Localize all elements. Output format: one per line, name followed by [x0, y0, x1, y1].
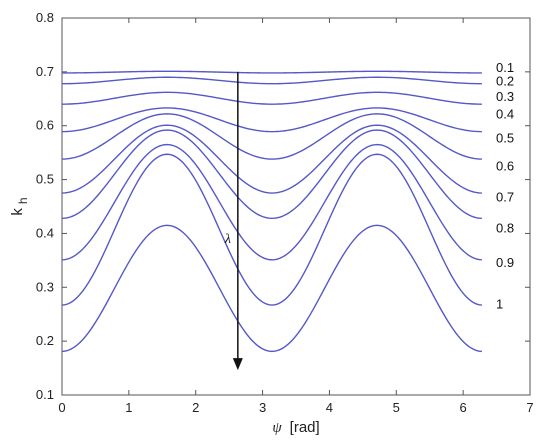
- series-line-0-5: [61, 113, 482, 160]
- y-tick-label: 0.1: [36, 387, 54, 402]
- y-tick-label: 0.2: [36, 333, 54, 348]
- series-label: 0.7: [496, 189, 514, 204]
- lambda-arrow-head: [232, 358, 243, 371]
- x-axis-label: ψ [rad]: [272, 419, 319, 436]
- y-tick-label: 0.8: [36, 10, 54, 25]
- tick-labels: 0 1 2 3 4 5 6 70.10.20.30.40.50.60.70.8: [36, 10, 534, 415]
- series-line-0-1: [62, 70, 482, 74]
- series-label: 0.4: [496, 106, 514, 121]
- series-line-0-4: [61, 107, 482, 133]
- y-tick-label: 0.4: [36, 225, 54, 240]
- series-group: [61, 70, 482, 353]
- x-tick-label: 1: [125, 400, 132, 415]
- series-label: 0.9: [496, 255, 514, 270]
- series-line-0-2: [61, 76, 482, 85]
- series-line-0-8: [61, 143, 482, 261]
- y-axis-main: k: [9, 208, 26, 216]
- x-tick-label: 0: [58, 400, 65, 415]
- y-tick-label: 0.5: [36, 172, 54, 187]
- x-axis-symbol: ψ: [272, 420, 282, 436]
- x-axis-unit: [rad]: [290, 419, 320, 436]
- x-tick-label: 7: [526, 400, 533, 415]
- x-tick-label: 5: [393, 400, 400, 415]
- series-line-0-3: [61, 91, 482, 105]
- series-label: 0.1: [496, 60, 514, 75]
- series-line-0-6: [61, 124, 482, 194]
- series-line-1: [61, 224, 482, 353]
- lambda-annotation: λ: [224, 71, 243, 371]
- series-label: 0.2: [496, 74, 514, 89]
- x-tick-label: 3: [259, 400, 266, 415]
- series-label: 0.3: [496, 89, 514, 104]
- series-line-0-7: [61, 129, 482, 220]
- plot-frame: [61, 17, 531, 396]
- series-label: 0.8: [496, 221, 514, 236]
- series-line-0-9: [61, 153, 482, 306]
- y-tick-label: 0.3: [36, 279, 54, 294]
- axis-ticks: [61, 17, 531, 396]
- series-label: 0.6: [496, 159, 514, 174]
- lambda-symbol: λ: [224, 232, 231, 247]
- x-tick-label: 4: [326, 400, 333, 415]
- x-tick-label: 6: [460, 400, 467, 415]
- y-tick-label: 0.6: [36, 118, 54, 133]
- y-tick-label: 0.7: [36, 64, 54, 79]
- y-axis-sub: h: [16, 197, 30, 204]
- series-labels: 0.10.20.3 0.4 0.5 0.6 0.7 0.8 0.9 1: [496, 60, 514, 311]
- x-tick-label: 2: [192, 400, 199, 415]
- y-axis-label: k h: [9, 197, 30, 215]
- series-label: 0.5: [496, 131, 514, 146]
- series-label: 1: [496, 297, 503, 312]
